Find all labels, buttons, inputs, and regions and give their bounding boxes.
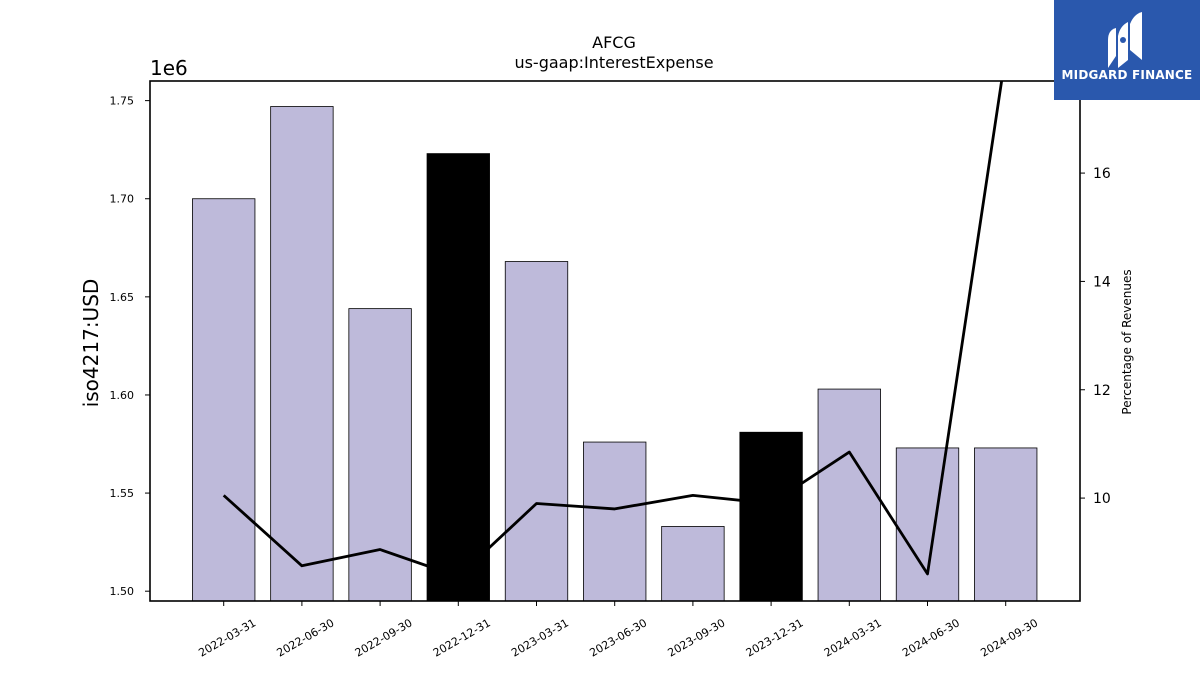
- y2-tick-label: 14: [1093, 274, 1111, 290]
- y-axis-offset-text: 1e6: [150, 56, 188, 80]
- y-axis-label: iso4217:USD: [79, 279, 103, 408]
- x-tick-label: 2022-03-31: [196, 616, 258, 659]
- x-tick-label: 2023-06-30: [587, 616, 649, 659]
- bar-2022-12-31: [426, 153, 490, 602]
- x-tick-label: 2022-09-30: [353, 616, 415, 659]
- y-tick-label: 1.70: [110, 193, 135, 206]
- x-tick-label: 2022-06-30: [275, 616, 337, 659]
- y-tick-label: 1.65: [110, 291, 135, 304]
- bar-2024-09-30: [974, 447, 1038, 602]
- bar-2022-09-30: [348, 308, 412, 602]
- y-tick-label: 1.60: [110, 389, 135, 402]
- chart-subtitle: us-gaap:InterestExpense: [514, 53, 713, 72]
- y-tick-label: 1.55: [110, 487, 135, 500]
- x-tick-label: 2023-03-31: [509, 616, 571, 659]
- x-tick-label: 2024-03-31: [822, 616, 884, 659]
- x-tick-label: 2024-06-30: [900, 616, 962, 659]
- midgard-finance-logo: MIDGARD FINANCE: [1054, 0, 1200, 100]
- x-tick-label: 2024-09-30: [978, 616, 1040, 659]
- bar-2024-06-30: [895, 447, 960, 602]
- y2-axis-ticks: 10 12 14 16: [1080, 166, 1111, 507]
- bar-2023-09-30: [661, 526, 725, 602]
- bar-2024-03-31: [817, 388, 881, 602]
- chart-title: AFCG: [592, 33, 636, 52]
- x-tick-label: 2023-09-30: [666, 616, 728, 659]
- bar-2022-03-31: [192, 198, 256, 602]
- x-tick-label: 2023-12-31: [744, 616, 806, 659]
- logo-text: MIDGARD FINANCE: [1061, 68, 1193, 82]
- bars-layer: [192, 106, 1038, 602]
- y-tick-label: 1.75: [110, 95, 135, 108]
- bar-2023-12-31: [739, 431, 803, 602]
- y2-tick-label: 10: [1093, 491, 1111, 507]
- percentage-line-layer: [222, 81, 1004, 579]
- bar-2022-06-30: [270, 106, 334, 602]
- x-axis-ticks: 2022-03-31 2022-06-30 2022-09-30 2022-12-31…: [196, 601, 1040, 660]
- y2-tick-label: 16: [1093, 166, 1111, 182]
- bar-2023-03-31: [504, 261, 569, 602]
- bar-2023-06-30: [583, 441, 647, 602]
- x-tick-label: 2022-12-31: [431, 616, 493, 659]
- y-axis-ticks: 1.50 1.55 1.60 1.65 1.70 1.75: [110, 95, 150, 598]
- y2-tick-label: 12: [1093, 383, 1111, 399]
- y-tick-label: 1.50: [110, 585, 135, 598]
- y2-axis-label: Percentage of Revenues: [1120, 269, 1134, 414]
- midgard-logo-mark-icon: [1108, 12, 1142, 68]
